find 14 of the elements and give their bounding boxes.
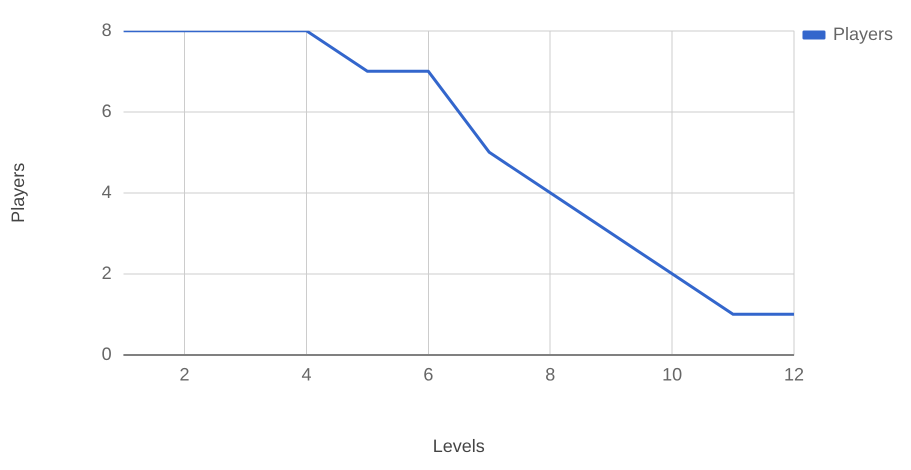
y-axis-title: Players — [8, 162, 28, 223]
y-tick-label: 0 — [102, 344, 112, 364]
x-tick-label: 4 — [301, 364, 312, 385]
legend-label: Players — [832, 24, 894, 44]
x-tick-label: 12 — [784, 364, 804, 385]
x-tick-label: 6 — [423, 364, 434, 385]
y-tick-label: 4 — [102, 182, 112, 202]
x-axis-title: Levels — [432, 436, 485, 456]
x-tick-label: 8 — [545, 364, 556, 385]
x-tick-label: 10 — [662, 364, 682, 385]
y-tick-label: 2 — [102, 262, 112, 283]
x-tick-label: 2 — [180, 364, 190, 385]
y-tick-label: 6 — [102, 100, 112, 121]
y-tick-label: 8 — [102, 20, 112, 40]
